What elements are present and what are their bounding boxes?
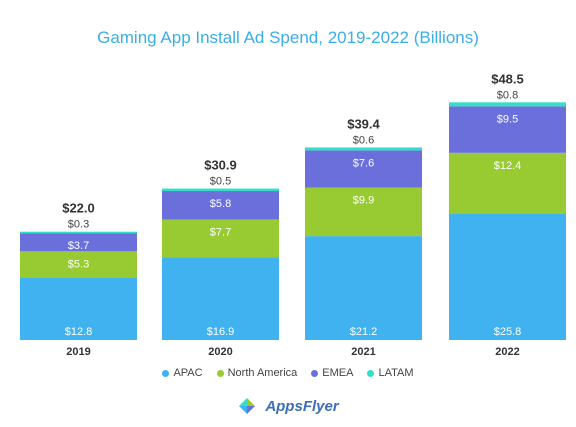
legend-item-north-america: North America — [216, 367, 298, 379]
data-label-apac: $16.9 — [207, 326, 235, 338]
brand-name: AppsFlyer — [265, 397, 339, 415]
bar-segment-latam — [449, 102, 566, 107]
data-label-latam: $0.3 — [68, 219, 89, 231]
brand: AppsFlyer — [0, 396, 576, 416]
x-tick-label: 2021 — [351, 346, 375, 358]
bar-segment-apac — [20, 277, 137, 340]
data-label-latam: $0.5 — [210, 176, 231, 188]
data-label-emea: $3.7 — [68, 240, 89, 252]
bar-segment-emea — [20, 233, 137, 252]
total-label: $39.4 — [347, 116, 380, 131]
data-label-north-america: $12.4 — [494, 160, 522, 172]
legend: APAC North America EMEA LATAM — [0, 367, 576, 379]
data-label-emea: $9.5 — [497, 113, 518, 125]
x-tick-label: 2022 — [495, 346, 519, 358]
bar-segment-latam — [20, 231, 137, 234]
bar-segment-north-america — [162, 219, 279, 258]
bar-segment-latam — [305, 147, 422, 151]
data-label-emea: $5.8 — [210, 198, 231, 210]
total-label: $48.5 — [491, 71, 524, 86]
bar-segment-emea — [162, 191, 279, 220]
bar-segment-latam — [162, 188, 279, 192]
bar-segment-apac — [162, 257, 279, 340]
bar-segment-north-america — [305, 187, 422, 237]
data-label-apac: $21.2 — [350, 326, 378, 338]
legend-dot-icon — [216, 369, 224, 377]
data-label-north-america: $7.7 — [210, 226, 231, 238]
legend-item-apac: APAC — [162, 367, 203, 379]
legend-label: APAC — [173, 367, 203, 379]
legend-dot-icon — [311, 369, 319, 377]
data-label-north-america: $9.9 — [353, 195, 374, 207]
bar-segment-emea — [449, 106, 566, 153]
legend-label: LATAM — [378, 367, 414, 379]
legend-label: EMEA — [322, 367, 354, 379]
legend-dot-icon — [162, 369, 170, 377]
bar-segment-emea — [305, 150, 422, 188]
data-label-north-america: $5.3 — [68, 258, 89, 270]
x-tick-label: 2020 — [208, 346, 232, 358]
x-tick-label: 2019 — [66, 346, 90, 358]
legend-item-latam: LATAM — [367, 367, 414, 379]
total-label: $22.0 — [62, 201, 95, 216]
bar-segment-apac — [305, 236, 422, 340]
legend-item-emea: EMEA — [311, 367, 353, 379]
total-label: $30.9 — [204, 158, 237, 173]
legend-label: North America — [227, 367, 298, 379]
bar-segment-north-america — [449, 152, 566, 214]
chart-title: Gaming App Install Ad Spend, 2019-2022 (… — [97, 28, 479, 47]
data-label-emea: $7.6 — [353, 157, 374, 169]
legend-dot-icon — [367, 369, 375, 377]
data-label-apac: $25.8 — [494, 326, 522, 338]
data-label-latam: $0.8 — [497, 89, 518, 101]
appsflyer-logo-icon — [239, 398, 256, 414]
bar-segment-apac — [449, 213, 566, 340]
data-label-apac: $12.8 — [65, 326, 93, 338]
data-label-latam: $0.6 — [353, 134, 374, 146]
bar-segment-north-america — [20, 251, 137, 278]
